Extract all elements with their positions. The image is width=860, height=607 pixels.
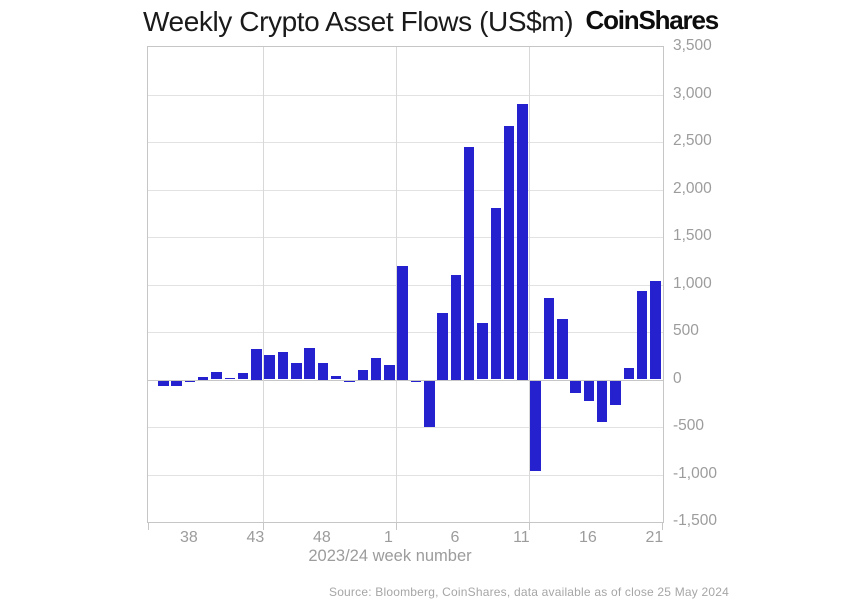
x-tick-label: 43 [246,529,265,546]
bar-week-51 [357,370,369,380]
bar-week-52 [370,358,382,380]
bar-week-1 [384,365,395,380]
x-axis-tick [662,522,663,530]
y-tick-label: 2,500 [673,132,712,149]
bar-week-44 [264,355,275,380]
x-tick-label: 6 [450,529,460,546]
h-gridline [148,94,663,96]
x-tick-label: 16 [578,529,597,546]
chart-title: Weekly Crypto Asset Flows (US$m) [143,6,574,37]
bar-week-46 [291,363,302,380]
bar-week-6 [450,275,462,380]
h-gridline [148,189,663,191]
plot-area [147,46,664,530]
bar-week-39 [197,377,209,380]
coinshares-logo: CoinShares [585,5,720,35]
bar-week-36 [158,380,169,387]
bar-week-41 [224,377,236,380]
v-gridline [396,47,398,522]
h-gridline [148,142,663,143]
y-tick-label: 1,000 [673,274,712,292]
x-axis-tick [263,522,265,530]
bar-week-10 [503,125,515,380]
bar-week-48 [317,362,329,380]
y-tick-label: -1,000 [673,464,717,482]
bar-week-19 [623,368,635,380]
bar-week-16 [583,380,595,401]
bar-week-45 [277,352,289,380]
bar-week-13 [543,297,555,380]
x-tick-label: 1 [383,529,393,546]
y-tick-label: -500 [673,417,705,434]
x-axis-tick [529,522,531,530]
bar-week-9 [490,207,502,380]
bar-week-3 [410,380,422,383]
y-tick-label: 1,500 [673,227,712,244]
y-tick-label: 500 [673,322,699,339]
bar-week-4 [424,380,435,428]
x-axis-tick [396,522,398,530]
h-gridline [148,237,663,238]
bar-week-12 [530,380,541,471]
bar-week-14 [557,318,568,380]
x-tick-label: 48 [312,529,331,546]
x-tick-label: 11 [513,529,530,546]
h-gridline [148,474,663,476]
bar-week-38 [184,380,196,382]
zero-gridline [148,379,663,381]
bar-week-15 [570,380,581,394]
bar-week-20 [636,291,648,380]
y-tick-label: -1,500 [673,512,717,529]
y-tick-label: 3,500 [673,37,712,54]
bar-week-49 [330,375,342,380]
bar-week-5 [437,313,448,380]
bar-week-42 [237,372,249,380]
source-note: Source: Bloomberg, CoinShares, data avai… [328,585,730,599]
v-gridline [529,47,531,522]
x-tick-label: 38 [179,529,198,546]
bar-week-2 [397,265,408,380]
x-axis-tick [148,522,149,530]
bar-week-21 [650,280,661,380]
y-tick-label: 0 [673,369,682,387]
y-tick-label: 2,000 [673,179,712,197]
bar-week-7 [463,146,475,380]
bar-week-8 [477,323,488,380]
x-axis-title: 2023/24 week number [308,547,472,565]
bar-week-47 [304,347,315,380]
bar-week-37 [171,380,182,386]
bar-week-43 [251,348,262,380]
bar-week-18 [610,380,621,405]
bar-week-50 [344,380,355,382]
h-gridline [148,427,663,428]
v-gridline [263,47,265,522]
bar-week-40 [211,371,222,380]
bar-week-11 [517,104,528,380]
y-tick-label: 3,000 [673,84,712,102]
bar-week-17 [596,380,608,423]
x-tick-label: 21 [645,529,664,546]
